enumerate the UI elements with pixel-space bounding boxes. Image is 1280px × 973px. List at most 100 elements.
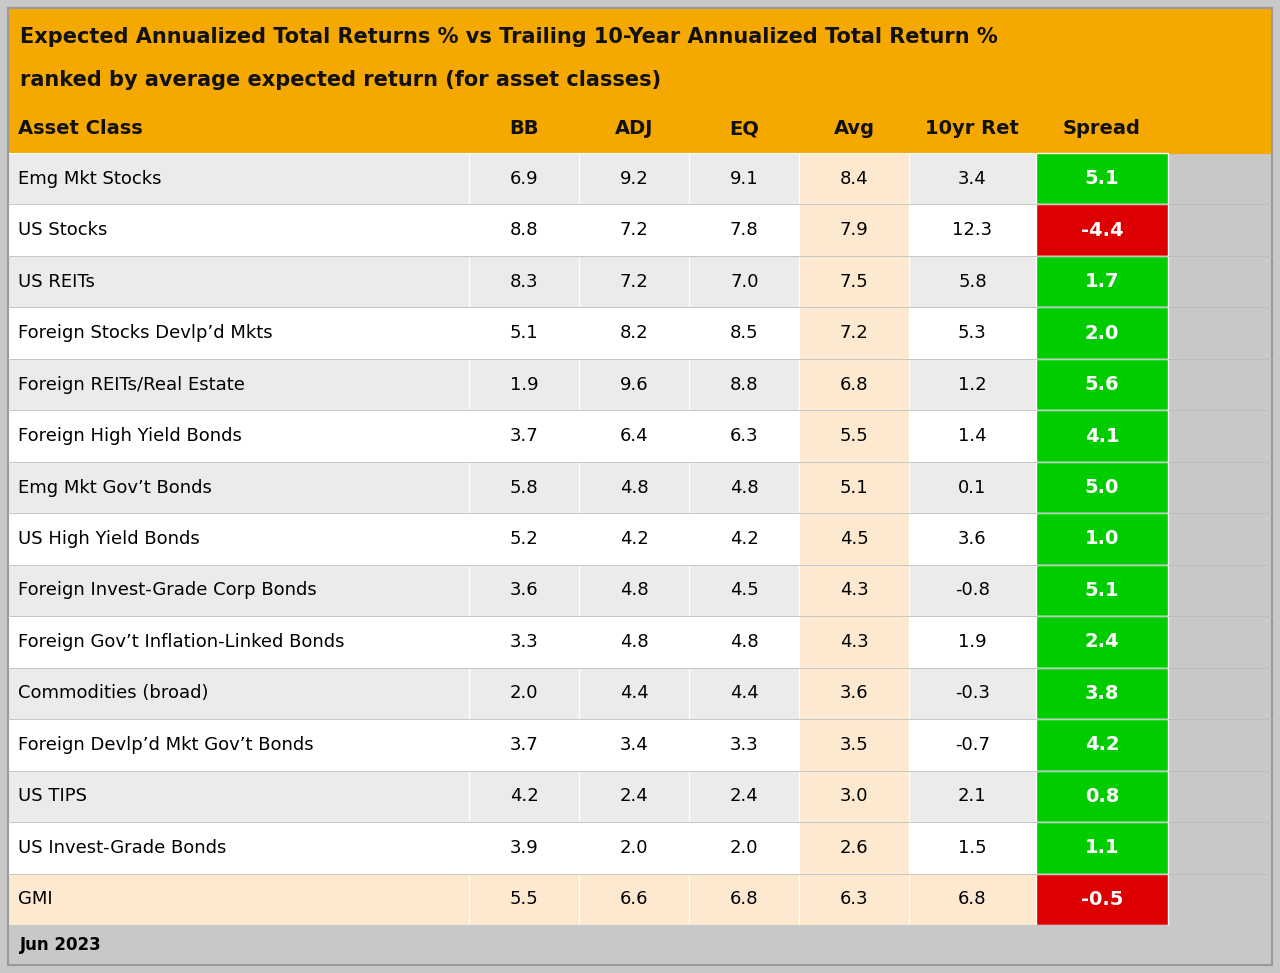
- Text: 6.8: 6.8: [959, 890, 987, 908]
- Text: 4.4: 4.4: [730, 684, 759, 703]
- Text: 2.4: 2.4: [730, 787, 759, 806]
- Bar: [470, 204, 580, 256]
- Text: 1.1: 1.1: [1084, 839, 1119, 857]
- Text: Foreign Invest-Grade Corp Bonds: Foreign Invest-Grade Corp Bonds: [18, 582, 316, 599]
- Text: 4.5: 4.5: [840, 530, 869, 548]
- Text: 5.5: 5.5: [840, 427, 869, 445]
- Text: 4.2: 4.2: [1084, 736, 1119, 754]
- Text: 8.4: 8.4: [840, 169, 869, 188]
- Bar: [1036, 771, 1169, 822]
- Text: 4.8: 4.8: [620, 582, 649, 599]
- Text: Emg Mkt Gov’t Bonds: Emg Mkt Gov’t Bonds: [18, 479, 212, 496]
- Bar: [799, 204, 909, 256]
- Bar: [8, 307, 470, 359]
- Bar: [470, 307, 580, 359]
- Text: 6.6: 6.6: [620, 890, 649, 908]
- Bar: [690, 771, 799, 822]
- Text: GMI: GMI: [18, 890, 52, 908]
- Text: 4.3: 4.3: [840, 632, 869, 651]
- Bar: [690, 411, 799, 462]
- Text: 6.8: 6.8: [730, 890, 759, 908]
- Bar: [1036, 719, 1169, 771]
- Text: 0.1: 0.1: [959, 479, 987, 496]
- Bar: [8, 411, 470, 462]
- Bar: [690, 874, 799, 925]
- Text: 1.7: 1.7: [1084, 272, 1119, 291]
- Text: 5.3: 5.3: [957, 324, 987, 342]
- Bar: [690, 719, 799, 771]
- Text: 6.4: 6.4: [620, 427, 649, 445]
- Bar: [690, 153, 799, 204]
- Text: 6.3: 6.3: [840, 890, 869, 908]
- Bar: [1036, 874, 1169, 925]
- Bar: [799, 719, 909, 771]
- Bar: [909, 822, 1036, 874]
- Text: -0.7: -0.7: [955, 736, 989, 754]
- Bar: [8, 462, 470, 514]
- Bar: [1036, 616, 1169, 667]
- Text: 5.5: 5.5: [509, 890, 539, 908]
- Bar: [8, 359, 470, 411]
- Bar: [8, 105, 1272, 153]
- Bar: [8, 153, 470, 204]
- Bar: [8, 616, 470, 667]
- Text: Foreign Gov’t Inflation-Linked Bonds: Foreign Gov’t Inflation-Linked Bonds: [18, 632, 344, 651]
- Text: 1.9: 1.9: [959, 632, 987, 651]
- Text: 2.6: 2.6: [840, 839, 869, 857]
- Bar: [470, 771, 580, 822]
- Text: 6.3: 6.3: [730, 427, 759, 445]
- Text: 1.0: 1.0: [1085, 529, 1119, 549]
- Text: 3.9: 3.9: [509, 839, 539, 857]
- Text: 8.5: 8.5: [730, 324, 759, 342]
- Bar: [909, 719, 1036, 771]
- Bar: [1036, 514, 1169, 564]
- Text: 2.1: 2.1: [959, 787, 987, 806]
- Text: US High Yield Bonds: US High Yield Bonds: [18, 530, 200, 548]
- Text: 2.4: 2.4: [1084, 632, 1119, 652]
- Bar: [909, 359, 1036, 411]
- Text: 4.4: 4.4: [620, 684, 649, 703]
- Text: 7.2: 7.2: [840, 324, 869, 342]
- Bar: [799, 564, 909, 616]
- Bar: [909, 667, 1036, 719]
- Text: 7.2: 7.2: [620, 272, 649, 291]
- Bar: [8, 874, 470, 925]
- Bar: [8, 822, 470, 874]
- Text: 4.8: 4.8: [620, 479, 649, 496]
- Bar: [470, 514, 580, 564]
- Text: 2.0: 2.0: [730, 839, 759, 857]
- Text: -0.8: -0.8: [955, 582, 989, 599]
- Text: 4.2: 4.2: [620, 530, 649, 548]
- Bar: [909, 616, 1036, 667]
- Text: 2.0: 2.0: [511, 684, 539, 703]
- Text: 3.3: 3.3: [509, 632, 539, 651]
- Bar: [690, 462, 799, 514]
- Text: 6.8: 6.8: [840, 376, 869, 394]
- Text: 7.2: 7.2: [620, 221, 649, 239]
- Bar: [580, 822, 690, 874]
- Bar: [799, 822, 909, 874]
- Text: 7.8: 7.8: [730, 221, 759, 239]
- Text: Emg Mkt Stocks: Emg Mkt Stocks: [18, 169, 161, 188]
- Bar: [690, 822, 799, 874]
- Text: 5.1: 5.1: [1084, 581, 1119, 600]
- Text: 4.2: 4.2: [730, 530, 759, 548]
- Text: 5.6: 5.6: [1084, 376, 1119, 394]
- Bar: [1036, 153, 1169, 204]
- Bar: [1036, 564, 1169, 616]
- Text: 5.1: 5.1: [1084, 169, 1119, 188]
- Text: US TIPS: US TIPS: [18, 787, 87, 806]
- Bar: [470, 822, 580, 874]
- Bar: [470, 667, 580, 719]
- Bar: [1036, 411, 1169, 462]
- Bar: [580, 153, 690, 204]
- Bar: [690, 307, 799, 359]
- Bar: [690, 256, 799, 307]
- Text: 4.2: 4.2: [509, 787, 539, 806]
- Text: Foreign Stocks Devlp’d Mkts: Foreign Stocks Devlp’d Mkts: [18, 324, 273, 342]
- Bar: [580, 411, 690, 462]
- Text: Foreign High Yield Bonds: Foreign High Yield Bonds: [18, 427, 242, 445]
- Text: -0.5: -0.5: [1080, 889, 1123, 909]
- Text: ADJ: ADJ: [616, 120, 654, 138]
- Bar: [799, 462, 909, 514]
